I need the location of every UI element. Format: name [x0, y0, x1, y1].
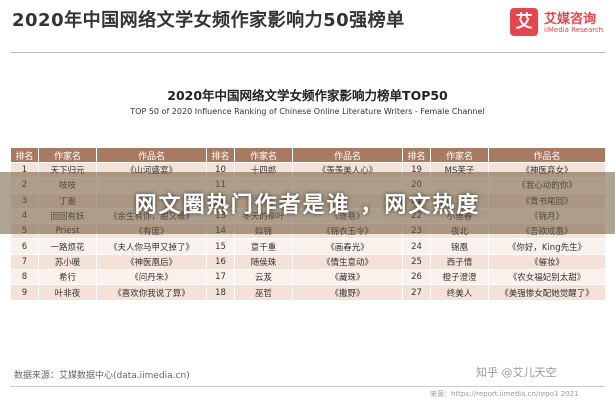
table-row: 6 一路烦花 《夫人你马甲又掉了》 15 意千重 《画春光》 24 锦凰 《你好，King先生》	[10, 238, 606, 255]
table-row: 7 苏小暖 《神医凰后》 16 随侯珠 《情生意动》 25 西子情 《催妆》	[10, 253, 606, 271]
table-row: 9 叶非夜 《喜欢你我说了算》 18 巫哲 《撒野》 27 终美人 《美强惨女配她觉醒了》	[10, 284, 606, 301]
cell-rank: 26	[402, 269, 431, 286]
header-work: 作品名	[488, 147, 606, 163]
cell-author: 终美人	[430, 284, 489, 301]
cell-author: 苏小暖	[38, 253, 97, 271]
cell-work: 《催妆》	[488, 253, 606, 271]
cell-work: 《撒野》	[292, 284, 403, 301]
watermark: 知乎 @艾儿天空	[476, 366, 557, 379]
cell-author: 巫哲	[234, 284, 293, 301]
footer-divider	[10, 386, 605, 387]
cell-author: 希行	[38, 269, 97, 286]
cell-rank: 15	[206, 238, 235, 255]
cell-work: 《夫人你马甲又掉了》	[96, 238, 207, 255]
table-title: 2020年中国网络文学女频作家影响力榜单TOP50	[167, 88, 448, 103]
cell-rank: 9	[10, 284, 39, 301]
header-author: 作家名	[430, 147, 489, 163]
header-rank: 排名	[402, 147, 431, 163]
header-rank: 排名	[10, 147, 39, 163]
cell-work: 《农女福妃别太甜》	[488, 269, 606, 286]
header-work: 作品名	[292, 147, 403, 163]
cell-author: 一路烦花	[38, 238, 97, 255]
cell-work: 《美强惨女配她觉醒了》	[488, 284, 606, 301]
cell-work: 《情生意动》	[292, 253, 403, 271]
cell-work: 《藏珠》	[292, 269, 403, 286]
brand-logo: 艾 艾媒咨询 iiMedia Research	[510, 6, 610, 46]
table-header-row: 排名 作家名 作品名 排名 作家名 作品名 排名 作家名 作品名	[10, 147, 606, 163]
page-title: 2020年中国网络文学女频作家影响力50强榜单	[12, 10, 405, 31]
cell-rank: 16	[206, 253, 235, 271]
overlay-caption: 网文圈热门作者是谁 ，网文热度	[134, 193, 481, 218]
header-rank: 排名	[206, 147, 235, 163]
cell-rank: 7	[10, 253, 39, 271]
cell-rank: 8	[10, 269, 39, 286]
cell-work: 《喜欢你我说了算》	[96, 284, 207, 301]
data-source: 数据来源：艾媒数据中心(data.iimedia.cn)	[14, 371, 190, 381]
cell-work: 《画春光》	[292, 238, 403, 255]
cell-rank: 24	[402, 238, 431, 255]
logo-name: 艾媒咨询	[544, 12, 597, 27]
source-url: 来源：https://report.iimedia.cn/repo1 2021	[430, 390, 579, 398]
cell-work: 《你好，King先生》	[488, 238, 606, 255]
cell-rank: 17	[206, 269, 235, 286]
header-author: 作家名	[234, 147, 293, 163]
cell-rank: 27	[402, 284, 431, 301]
table-row: 8 希行 《问丹朱》 17 云芨 《藏珠》 26 橙子澄澄 《农女福妃别太甜》	[10, 269, 606, 286]
header-divider	[10, 52, 605, 53]
cell-author: 叶非夜	[38, 284, 97, 301]
table-subtitle-en: TOP 50 of 2020 Influence Ranking of Chin…	[130, 107, 485, 116]
cell-author: 西子情	[430, 253, 489, 271]
header-author: 作家名	[38, 147, 97, 163]
cell-author: 随侯珠	[234, 253, 293, 271]
header-work: 作品名	[96, 147, 207, 163]
overlay-banner	[0, 172, 615, 234]
cell-author: 橙子澄澄	[430, 269, 489, 286]
logo-subtitle: iiMedia Research	[544, 26, 604, 34]
cell-author: 云芨	[234, 269, 293, 286]
cell-work: 《问丹朱》	[96, 269, 207, 286]
cell-author: 锦凰	[430, 238, 489, 255]
cell-author: 意千重	[234, 238, 293, 255]
cell-rank: 6	[10, 238, 39, 255]
cell-rank: 18	[206, 284, 235, 301]
logo-badge-icon: 艾	[510, 8, 538, 36]
cell-work: 《神医凰后》	[96, 253, 207, 271]
cell-rank: 25	[402, 253, 431, 271]
